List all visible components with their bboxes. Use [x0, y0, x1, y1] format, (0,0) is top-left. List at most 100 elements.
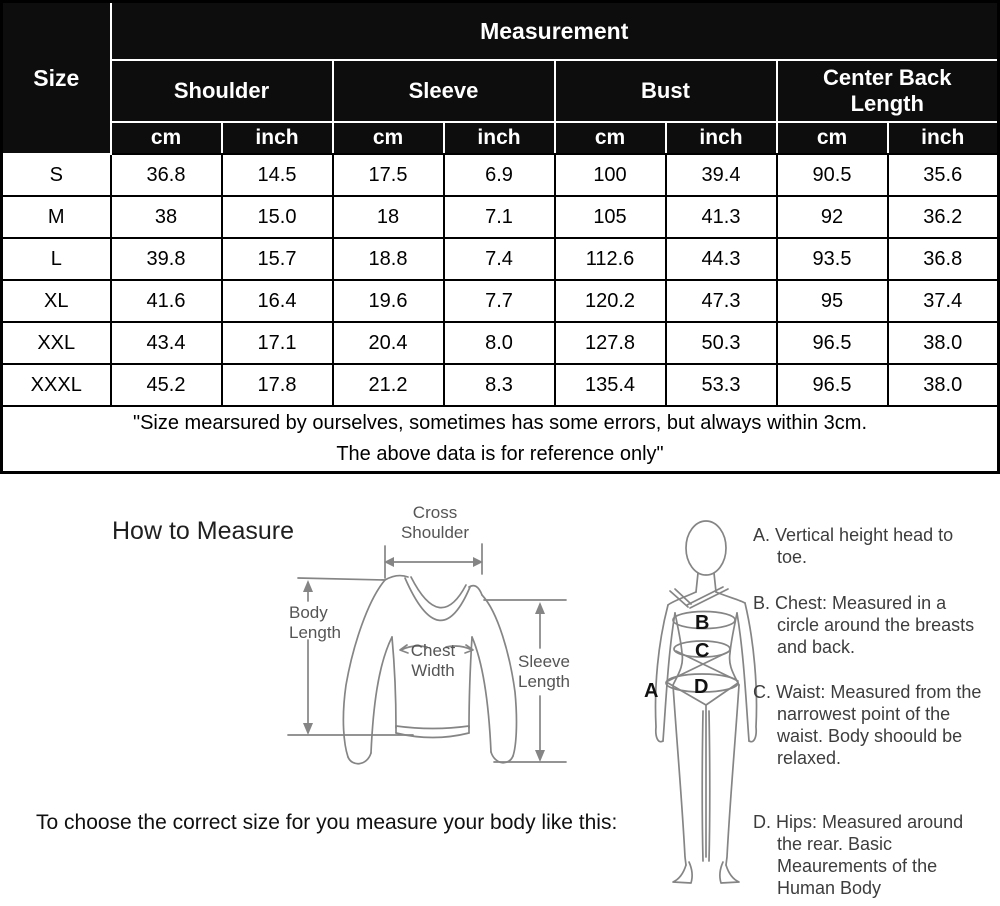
- measurement-header-row: Size Measurement: [0, 0, 1000, 155]
- value-cell: 7.4: [442, 237, 556, 281]
- value-cell: 92: [775, 195, 889, 239]
- size-chart-table: Size Measurement Shoulder Sleeve Bust Ce…: [0, 0, 1000, 474]
- cross-shoulder-label: Cross Shoulder: [400, 503, 470, 542]
- choose-size-instruction: To choose the correct size for you measu…: [36, 811, 618, 834]
- table-row: S 36.8 14.5 17.5 6.9 100 39.4 90.5 35.6: [0, 153, 1000, 197]
- group-header-shoulder: Shoulder: [109, 59, 334, 123]
- value-cell: 21.2: [331, 363, 445, 407]
- value-cell: 105: [553, 195, 667, 239]
- instruction-text: Chest: Measured in a circle around the b…: [775, 593, 975, 657]
- size-cell: M: [0, 195, 112, 239]
- instruction-item-a: A. Vertical height head to toe.: [753, 524, 985, 568]
- value-cell: 45.2: [109, 363, 223, 407]
- group-header-bust: Bust: [553, 59, 778, 123]
- value-cell: 19.6: [331, 279, 445, 323]
- value-cell: 18: [331, 195, 445, 239]
- figure-letter-b: B: [695, 612, 709, 634]
- value-cell: 39.8: [109, 237, 223, 281]
- value-cell: 35.6: [886, 153, 1000, 197]
- instruction-text: Vertical height head to toe.: [775, 525, 954, 567]
- body-length-label: Body Length: [289, 603, 341, 642]
- value-cell: 120.2: [553, 279, 667, 323]
- size-cell: L: [0, 237, 112, 281]
- unit-inch: inch: [664, 121, 778, 155]
- value-cell: 36.8: [109, 153, 223, 197]
- value-cell: 7.7: [442, 279, 556, 323]
- unit-inch: inch: [442, 121, 556, 155]
- value-cell: 39.4: [664, 153, 778, 197]
- shirt-measurement-diagram: [287, 543, 567, 765]
- shirt-outline: [342, 574, 518, 765]
- figure-letter-c: C: [695, 640, 709, 662]
- value-cell: 7.1: [442, 195, 556, 239]
- value-cell: 135.4: [553, 363, 667, 407]
- table-note: "Size mearsured by ourselves, sometimes …: [0, 405, 1000, 474]
- sleeve-length-label: Sleeve Length: [518, 652, 570, 691]
- chest-width-arrows: [399, 644, 474, 654]
- table-row: XXL 43.4 17.1 20.4 8.0 127.8 50.3 96.5 38.0: [0, 321, 1000, 365]
- legs-outline: [672, 684, 740, 884]
- value-cell: 37.4: [886, 279, 1000, 323]
- how-to-measure-title: How to Measure: [112, 517, 295, 545]
- unit-cm: cm: [109, 121, 223, 155]
- figure-letter-a: A: [644, 680, 658, 702]
- chest-width-label: Chest Width: [410, 641, 456, 680]
- instruction-item-d: D. Hips: Measured around the rear. Basic…: [753, 811, 985, 899]
- value-cell: 41.3: [664, 195, 778, 239]
- value-cell: 127.8: [553, 321, 667, 365]
- value-cell: 50.3: [664, 321, 778, 365]
- unit-cm: cm: [775, 121, 889, 155]
- value-cell: 14.5: [220, 153, 334, 197]
- value-cell: 112.6: [553, 237, 667, 281]
- value-cell: 38.0: [886, 321, 1000, 365]
- value-cell: 17.5: [331, 153, 445, 197]
- cross-shoulder-dimension: [384, 543, 483, 579]
- size-cell: S: [0, 153, 112, 197]
- value-cell: 96.5: [775, 363, 889, 407]
- value-cell: 43.4: [109, 321, 223, 365]
- value-cell: 17.8: [220, 363, 334, 407]
- size-column-header: Size: [0, 0, 112, 155]
- body-length-dimension: [287, 577, 414, 736]
- group-header-sleeve: Sleeve: [331, 59, 556, 123]
- table-row: XL 41.6 16.4 19.6 7.7 120.2 47.3 95 37.4: [0, 279, 1000, 323]
- unit-header-row: cm inch cm inch cm inch cm inch: [2, 121, 1000, 155]
- instruction-text: Hips: Measured around the rear. Basic Me…: [776, 812, 964, 898]
- instruction-item-c: C. Waist: Measured from the narrowest po…: [753, 681, 985, 769]
- table-row: XXXL 45.2 17.8 21.2 8.3 135.4 53.3 96.5 38.0: [0, 363, 1000, 407]
- size-cell: XXXL: [0, 363, 112, 407]
- swimsuit-lines: [665, 586, 739, 706]
- instruction-item-b: B. Chest: Measured in a circle around th…: [753, 592, 985, 658]
- value-cell: 15.7: [220, 237, 334, 281]
- value-cell: 100: [553, 153, 667, 197]
- table-row: L 39.8 15.7 18.8 7.4 112.6 44.3 93.5 36.8: [0, 237, 1000, 281]
- size-cell: XXL: [0, 321, 112, 365]
- value-cell: 93.5: [775, 237, 889, 281]
- value-cell: 15.0: [220, 195, 334, 239]
- body-figure-diagram: A B C D: [644, 520, 758, 884]
- table-row: M 38 15.0 18 7.1 105 41.3 92 36.2: [0, 195, 1000, 239]
- value-cell: 8.3: [442, 363, 556, 407]
- value-cell: 8.0: [442, 321, 556, 365]
- value-cell: 47.3: [664, 279, 778, 323]
- instruction-letter: C.: [753, 682, 771, 702]
- instruction-text: Waist: Measured from the narrowest point…: [776, 682, 982, 768]
- figure-letter-d: D: [694, 676, 708, 698]
- value-cell: 16.4: [220, 279, 334, 323]
- measurement-header: Measurement: [109, 0, 1000, 61]
- instruction-letter: D.: [753, 812, 771, 832]
- instruction-letter: A.: [753, 525, 771, 545]
- value-cell: 6.9: [442, 153, 556, 197]
- value-cell: 36.2: [886, 195, 1000, 239]
- value-cell: 41.6: [109, 279, 223, 323]
- sleeve-length-dimension: [483, 599, 567, 763]
- group-header-row: Shoulder Sleeve Bust Center Back Length: [2, 59, 1000, 123]
- instruction-letter: B.: [753, 593, 771, 613]
- value-cell: 95: [775, 279, 889, 323]
- value-cell: 53.3: [664, 363, 778, 407]
- unit-cm: cm: [553, 121, 667, 155]
- group-header-center-back-length: Center Back Length: [775, 59, 1000, 123]
- unit-cm: cm: [331, 121, 445, 155]
- value-cell: 17.1: [220, 321, 334, 365]
